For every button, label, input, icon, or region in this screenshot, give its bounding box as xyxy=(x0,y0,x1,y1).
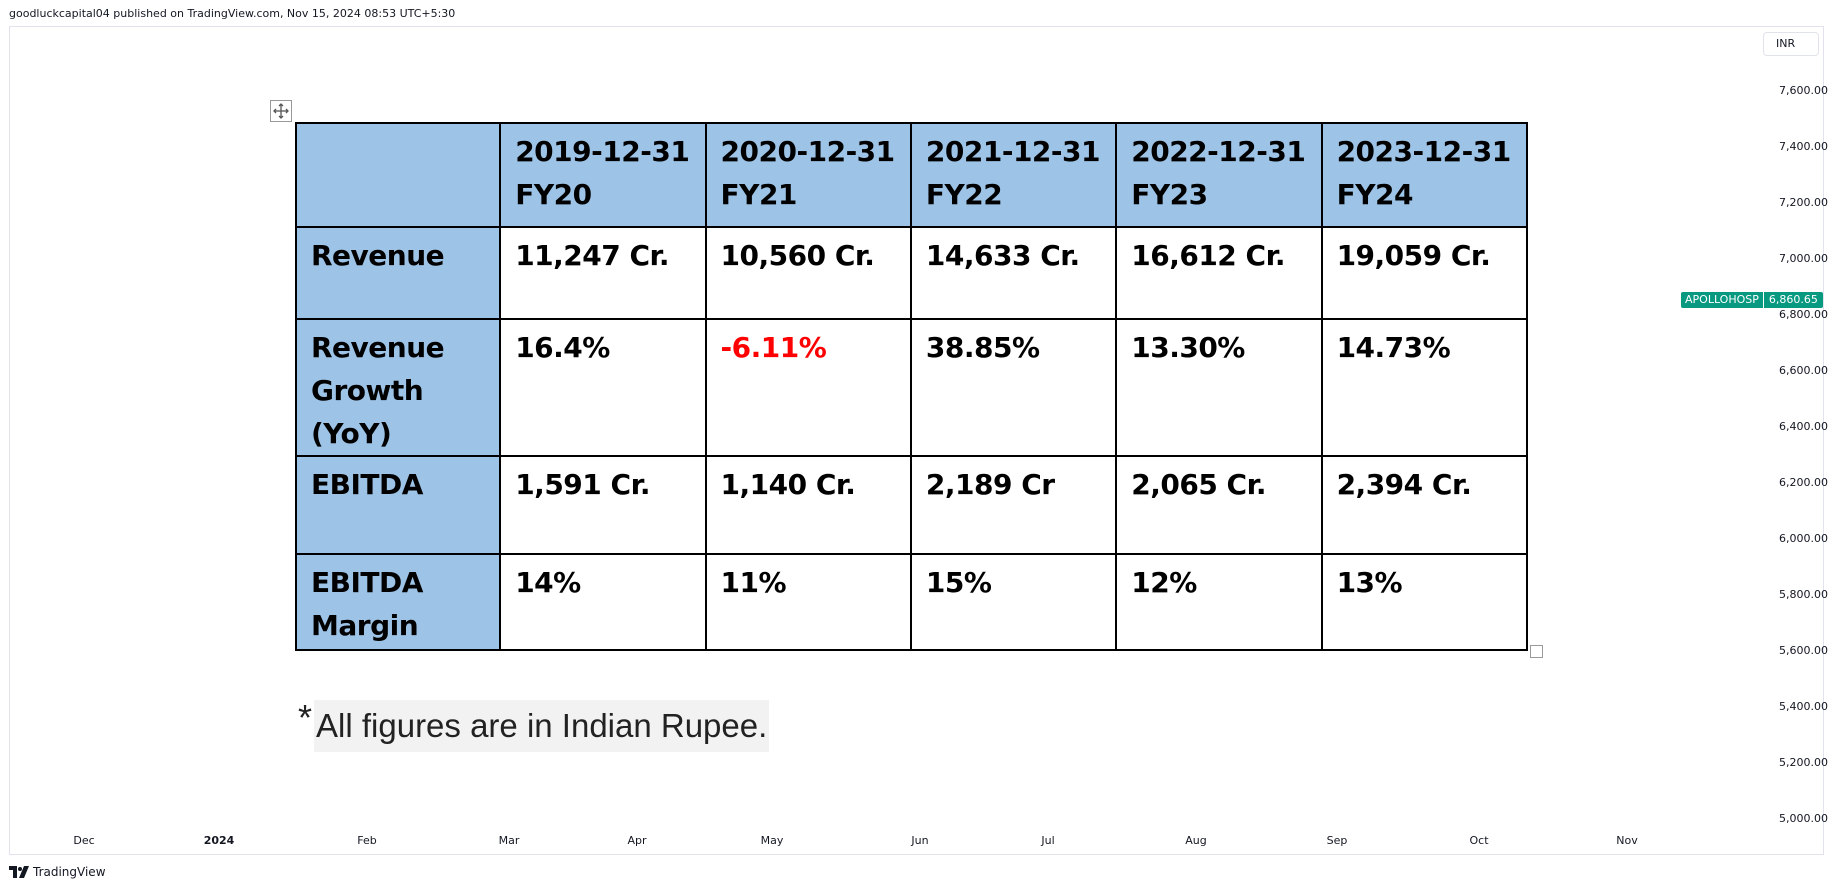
table-cell: 16.4% xyxy=(499,318,707,457)
row-label: Revenue xyxy=(294,226,502,320)
row-label: EBITDA xyxy=(294,455,502,555)
move-handle-icon[interactable] xyxy=(270,100,292,122)
year-header: 2023-12-31 FY24 xyxy=(1336,135,1512,211)
row-label: Revenue Growth (YoY) xyxy=(294,318,502,457)
time-tick: Apr xyxy=(627,834,647,847)
tradingview-logo[interactable]: TradingView xyxy=(9,864,106,880)
time-axis[interactable]: Dec 2024 Feb Mar Apr May Jun Jul Aug Sep… xyxy=(0,834,1835,850)
table-cell: 14% xyxy=(499,553,707,651)
time-tick: Nov xyxy=(1616,834,1638,847)
currency-selector[interactable]: INR xyxy=(1763,32,1819,56)
table-row: EBITDA Margin 14% 11% 15% 12% 13% xyxy=(294,553,1529,651)
footnote-text: All figures are in Indian Rupee. xyxy=(314,700,770,752)
table-cell: 13.30% xyxy=(1115,318,1323,457)
time-tick: Oct xyxy=(1469,834,1489,847)
table-cell: 12% xyxy=(1115,553,1323,651)
header-cell xyxy=(294,122,502,228)
financials-table: 2019-12-31 FY20 2020-12-31 FY21 2021-12-… xyxy=(294,122,1529,651)
brand-name: TradingView xyxy=(33,865,106,879)
year-header: 2019-12-31 FY20 xyxy=(515,135,690,211)
time-tick: May xyxy=(760,834,784,847)
footnote: * All figures are in Indian Rupee. xyxy=(298,697,770,752)
price-tick: 6,600.00 xyxy=(1779,364,1828,377)
year-header: 2022-12-31 FY23 xyxy=(1131,135,1306,211)
table-cell: 1,140 Cr. xyxy=(704,455,912,555)
table-cell: 15% xyxy=(909,553,1118,651)
table-row: EBITDA 1,591 Cr. 1,140 Cr. 2,189 Cr 2,06… xyxy=(294,455,1529,555)
price-tick: 5,000.00 xyxy=(1779,812,1828,825)
header-cell: 2020-12-31 FY21 xyxy=(704,122,912,228)
price-tick: 5,400.00 xyxy=(1779,700,1828,713)
table-cell-negative: -6.11% xyxy=(704,318,912,457)
header-cell: 2022-12-31 FY23 xyxy=(1115,122,1323,228)
last-price-label: APOLLOHOSP 6,860.65 xyxy=(1681,292,1823,308)
row-label: EBITDA Margin xyxy=(294,553,502,651)
time-tick: Jun xyxy=(911,834,929,847)
price-tick: 6,800.00 xyxy=(1779,308,1828,321)
header-cell: 2023-12-31 FY24 xyxy=(1320,122,1529,228)
table-cell: 13% xyxy=(1320,553,1529,651)
table-cell: 11,247 Cr. xyxy=(499,226,707,320)
time-tick: Jul xyxy=(1041,834,1055,847)
time-tick: 2024 xyxy=(203,834,235,847)
table-cell: 2,189 Cr xyxy=(909,455,1118,555)
table-cell: 14,633 Cr. xyxy=(909,226,1118,320)
table-cell: 19,059 Cr. xyxy=(1320,226,1529,320)
tradingview-logo-icon xyxy=(9,866,29,878)
table-cell: 10,560 Cr. xyxy=(704,226,912,320)
table-row: Revenue 11,247 Cr. 10,560 Cr. 14,633 Cr.… xyxy=(294,226,1529,320)
price-tick: 6,000.00 xyxy=(1779,532,1828,545)
table-cell: 14.73% xyxy=(1320,318,1529,457)
resize-handle[interactable] xyxy=(1530,645,1543,658)
price-axis[interactable]: 7,600.00 7,400.00 7,200.00 7,000.00 6,80… xyxy=(1748,0,1828,860)
time-tick: Aug xyxy=(1185,834,1207,847)
header-cell: 2021-12-31 FY22 xyxy=(909,122,1118,228)
table-header-row: 2019-12-31 FY20 2020-12-31 FY21 2021-12-… xyxy=(294,122,1529,228)
time-tick: Mar xyxy=(498,834,520,847)
price-tick: 7,000.00 xyxy=(1779,252,1828,265)
price-tick: 5,800.00 xyxy=(1779,588,1828,601)
price-tick: 5,200.00 xyxy=(1779,756,1828,769)
price-tick: 6,200.00 xyxy=(1779,476,1828,489)
symbol-label: APOLLOHOSP xyxy=(1681,292,1763,308)
price-tick: 7,600.00 xyxy=(1779,84,1828,97)
price-tick: 7,200.00 xyxy=(1779,196,1828,209)
price-tick: 6,400.00 xyxy=(1779,420,1828,433)
price-value: 6,860.65 xyxy=(1763,292,1823,308)
time-tick: Feb xyxy=(357,834,377,847)
published-note: goodluckcapital04 published on TradingVi… xyxy=(9,7,456,20)
time-tick: Dec xyxy=(73,834,95,847)
header-cell: 2019-12-31 FY20 xyxy=(499,122,707,228)
table-cell: 2,065 Cr. xyxy=(1115,455,1323,555)
table-cell: 1,591 Cr. xyxy=(499,455,707,555)
time-tick: Sep xyxy=(1326,834,1348,847)
table-cell: 11% xyxy=(704,553,912,651)
table-cell: 2,394 Cr. xyxy=(1320,455,1529,555)
table-cell: 38.85% xyxy=(909,318,1118,457)
price-tick: 7,400.00 xyxy=(1779,140,1828,153)
table-row: Revenue Growth (YoY) 16.4% -6.11% 38.85%… xyxy=(294,318,1529,457)
table-cell: 16,612 Cr. xyxy=(1115,226,1323,320)
footnote-star: * xyxy=(298,697,313,738)
year-header: 2021-12-31 FY22 xyxy=(925,135,1101,211)
price-tick: 5,600.00 xyxy=(1779,644,1828,657)
year-header: 2020-12-31 FY21 xyxy=(720,135,896,211)
